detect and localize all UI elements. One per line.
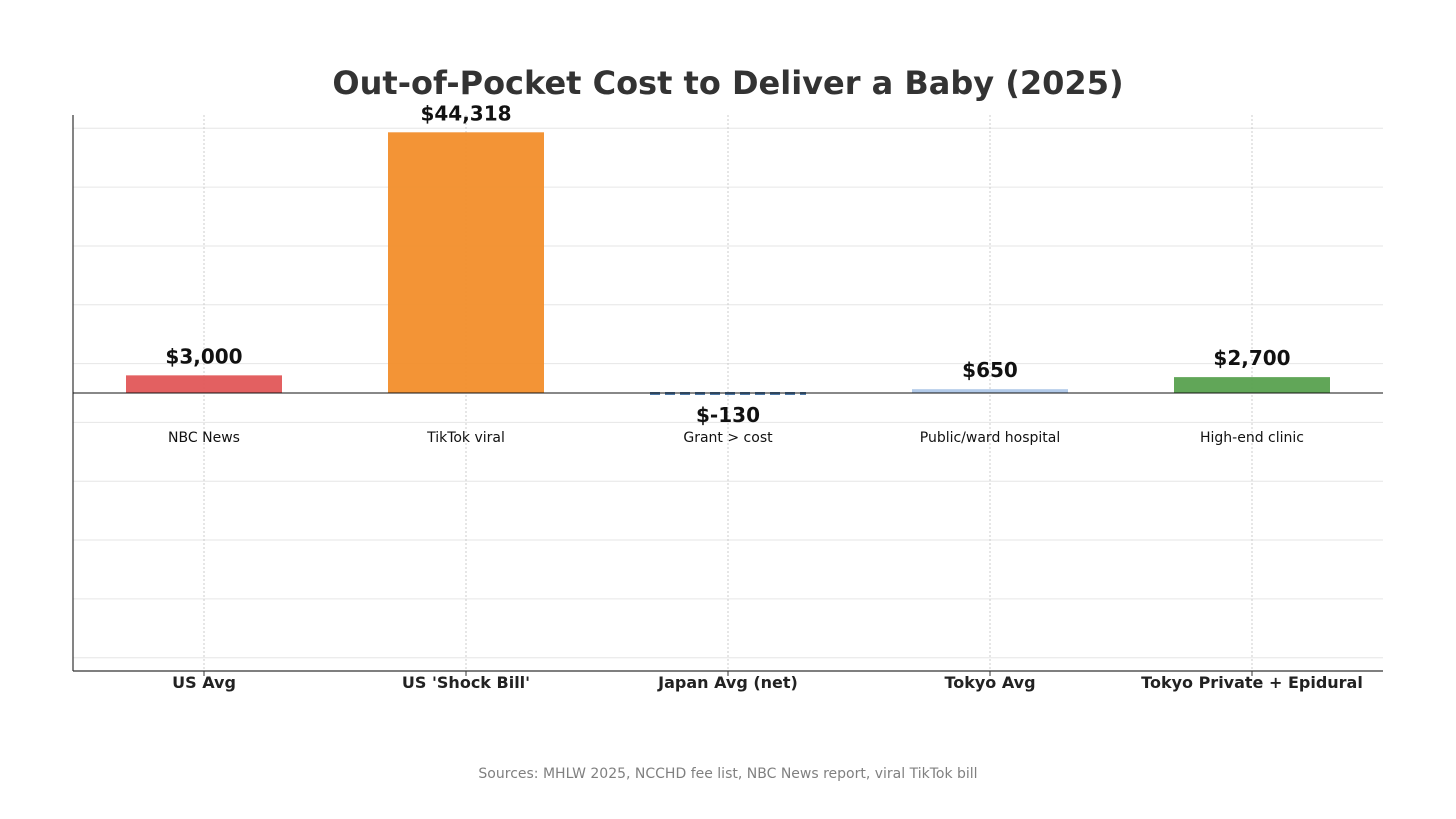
bar-value-label: $650 (962, 358, 1018, 382)
bar (1174, 377, 1330, 393)
source-note: Sources: MHLW 2025, NCCHD fee list, NBC … (478, 766, 977, 782)
x-tick-label: US 'Shock Bill' (402, 673, 530, 692)
x-tick-label: US Avg (172, 673, 236, 692)
bar (912, 389, 1068, 393)
chart-title: Out-of-Pocket Cost to Deliver a Baby (20… (332, 64, 1123, 102)
bar-annotation: NBC News (168, 430, 240, 446)
bar-value-label: $3,000 (165, 344, 242, 368)
bars (126, 132, 1330, 395)
x-tick-label: Japan Avg (net) (657, 673, 798, 692)
axes (72, 115, 1383, 676)
x-tick-label: Tokyo Private + Epidural (1141, 673, 1363, 692)
bar-annotation: TikTok viral (426, 430, 505, 446)
x-tick-label: Tokyo Avg (944, 673, 1035, 692)
labels: $3,000 NBC News US Avg $44,318 TikTok viral U… (165, 101, 1362, 692)
bar-annotation: Public/ward hospital (920, 430, 1061, 446)
bar-value-label: $-130 (696, 403, 760, 427)
bar-value-label: $2,700 (1213, 346, 1290, 370)
bar-value-label: $44,318 (420, 101, 511, 125)
bar-annotation: High-end clinic (1200, 430, 1304, 446)
bar (126, 375, 282, 393)
bar (388, 132, 544, 393)
bar-annotation: Grant > cost (683, 430, 773, 446)
